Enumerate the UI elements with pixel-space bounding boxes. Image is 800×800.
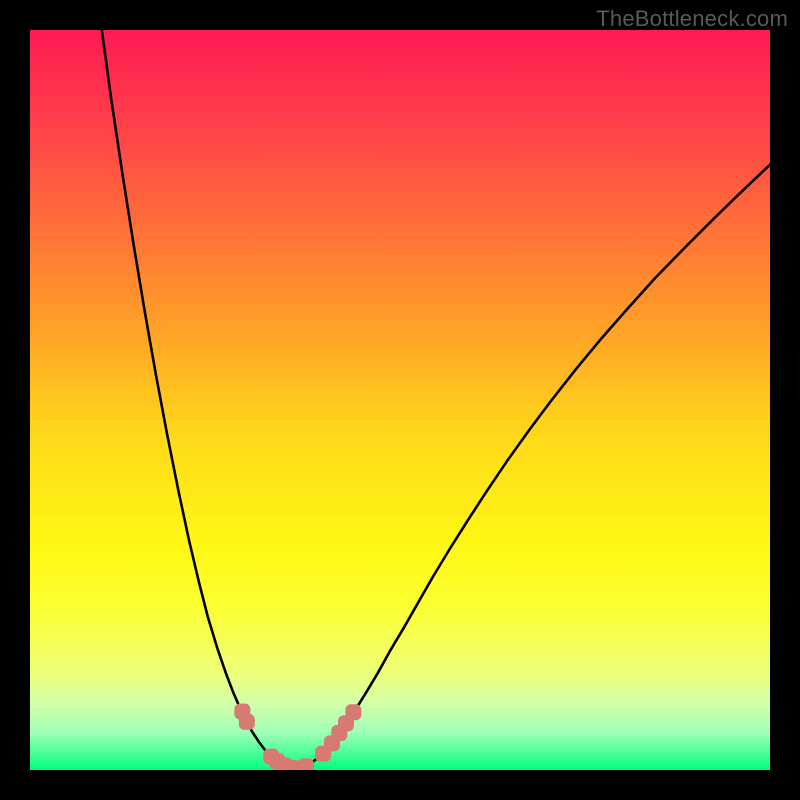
- highlight-markers: [30, 30, 770, 770]
- watermark-text: TheBottleneck.com: [596, 6, 788, 32]
- chart-plot-area: [30, 30, 770, 770]
